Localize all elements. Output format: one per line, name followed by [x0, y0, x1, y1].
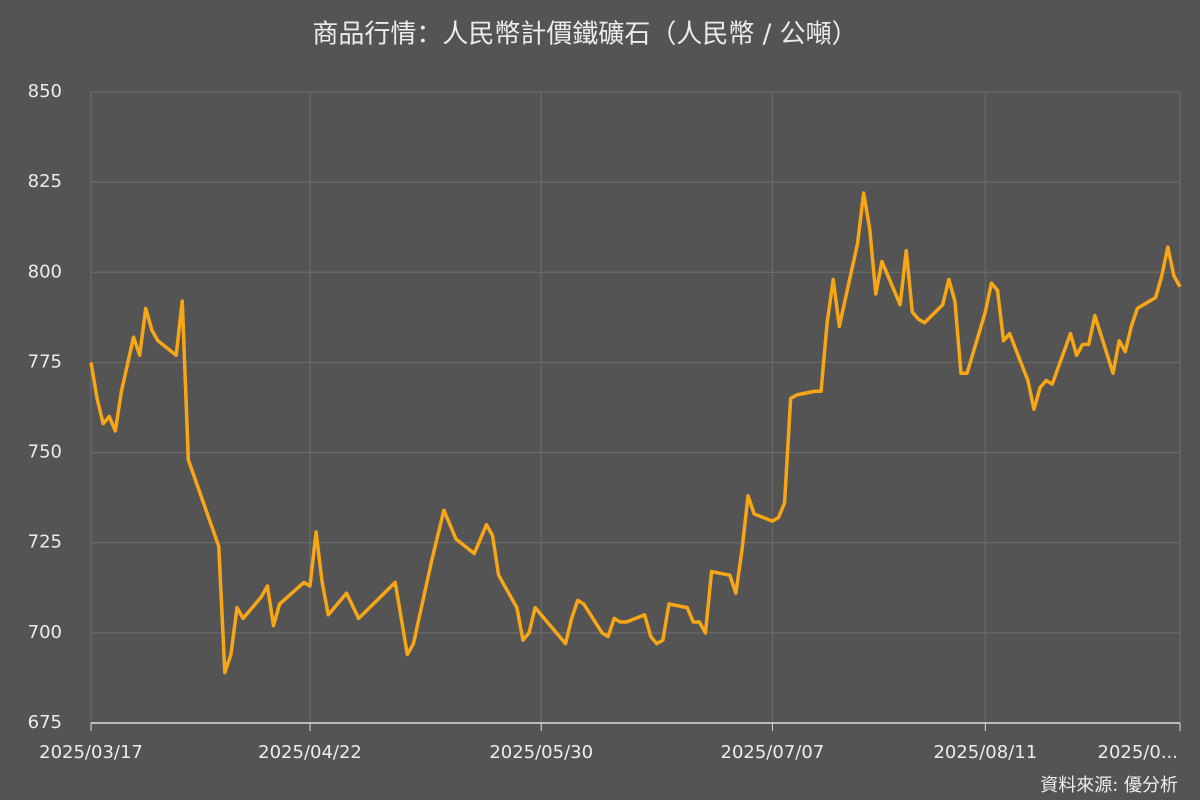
x-tick-label: 2025/0...: [1098, 742, 1179, 763]
y-tick-label: 800: [28, 261, 62, 282]
y-tick-label: 775: [28, 351, 62, 372]
y-tick-label: 700: [28, 622, 62, 643]
y-tick-label: 675: [28, 712, 62, 733]
x-tick-label: 2025/07/07: [721, 742, 825, 763]
chart-title: 商品行情：人民幣計價鐵礦石（人民幣 / 公噸）: [312, 20, 857, 50]
x-tick-label: 2025/04/22: [258, 742, 362, 763]
x-tick-label: 2025/08/11: [933, 742, 1037, 763]
source-note: 資料來源: 優分析: [1040, 775, 1178, 796]
x-tick-label: 2025/05/30: [489, 742, 593, 763]
price-line: [89, 191, 1182, 675]
x-tick-label: 2025/03/17: [39, 742, 143, 763]
y-tick-label: 750: [28, 442, 62, 463]
y-tick-label: 725: [28, 532, 62, 553]
y-tick-label: 825: [28, 171, 62, 192]
y-tick-label: 850: [28, 81, 62, 102]
